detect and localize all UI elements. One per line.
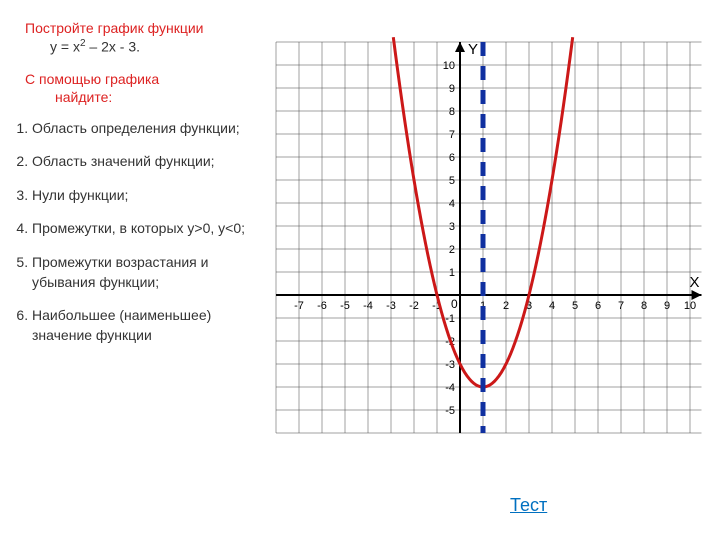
formula-prefix: у = х — [50, 39, 80, 55]
formula-suffix: – 2х - 3. — [86, 39, 140, 55]
svg-text:1: 1 — [449, 267, 455, 279]
svg-text:-1: -1 — [445, 313, 455, 325]
list-item: Область определения функции; — [32, 119, 275, 139]
svg-text:-3: -3 — [445, 359, 455, 371]
svg-text:5: 5 — [449, 175, 455, 187]
svg-text:7: 7 — [449, 129, 455, 141]
svg-text:8: 8 — [641, 300, 647, 312]
formula: у = х2 – 2х - 3. — [10, 38, 275, 55]
svg-text:0: 0 — [451, 297, 458, 311]
svg-text:-7: -7 — [294, 300, 304, 312]
svg-text:-4: -4 — [363, 300, 373, 312]
svg-text:3: 3 — [449, 221, 455, 233]
svg-text:Y: Y — [468, 41, 478, 58]
svg-text:2: 2 — [449, 244, 455, 256]
svg-text:4: 4 — [449, 198, 455, 210]
svg-text:X: X — [689, 274, 699, 291]
svg-text:10: 10 — [443, 60, 455, 72]
svg-text:4: 4 — [549, 300, 555, 312]
svg-text:2: 2 — [503, 300, 509, 312]
svg-text:8: 8 — [449, 106, 455, 118]
svg-text:10: 10 — [684, 300, 696, 312]
svg-text:9: 9 — [449, 83, 455, 95]
task-header: Постройте график функции — [10, 20, 275, 36]
math-chart: XY0-7-6-5-4-3-2-112345678910-5-4-3-2-112… — [275, 20, 705, 450]
task-list: Область определения функции; Область зна… — [10, 119, 275, 346]
list-item: Область значений функции; — [32, 152, 275, 172]
svg-text:5: 5 — [572, 300, 578, 312]
svg-text:9: 9 — [664, 300, 670, 312]
list-item: Промежутки, в которых y>0, y<0; — [32, 219, 275, 239]
svg-text:6: 6 — [449, 152, 455, 164]
subheader-1: С помощью графика — [10, 71, 275, 87]
list-item: Наибольшее (наименьшее) значение функции — [32, 306, 275, 345]
svg-text:7: 7 — [618, 300, 624, 312]
svg-text:-2: -2 — [409, 300, 419, 312]
svg-text:-5: -5 — [340, 300, 350, 312]
svg-text:-5: -5 — [445, 405, 455, 417]
list-item: Нули функции; — [32, 186, 275, 206]
subheader-2: найдите: — [10, 89, 275, 105]
svg-text:-3: -3 — [386, 300, 396, 312]
svg-text:-4: -4 — [445, 382, 455, 394]
svg-text:-6: -6 — [317, 300, 327, 312]
test-link[interactable]: Тест — [510, 495, 547, 516]
svg-text:6: 6 — [595, 300, 601, 312]
list-item: Промежутки возрастания и убывания функци… — [32, 253, 275, 292]
